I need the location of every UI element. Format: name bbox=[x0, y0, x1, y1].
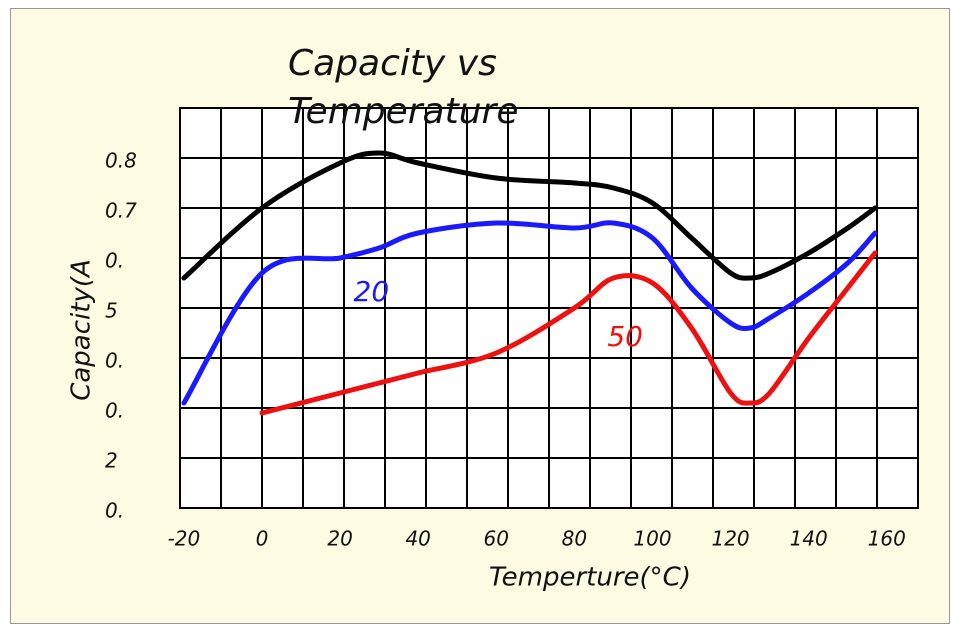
y-tick-label: 0.8 bbox=[105, 149, 137, 173]
line-series bbox=[181, 220, 878, 406]
x-tick-label: 0 bbox=[256, 527, 269, 551]
y-tick-label: 0. bbox=[105, 349, 124, 373]
y-tick-label: 0. bbox=[105, 499, 124, 523]
y-tick-label: 0.7 bbox=[105, 199, 137, 223]
x-tick-label: 60 bbox=[484, 527, 509, 551]
x-tick-label: 140 bbox=[790, 527, 828, 551]
line-series bbox=[259, 250, 878, 416]
y-tick-label: 0. bbox=[105, 249, 124, 273]
y-tick-label: 0. bbox=[105, 399, 124, 423]
y-tick-label: 5 bbox=[105, 299, 118, 323]
y-axis-label: Capacity(A bbox=[67, 259, 97, 401]
x-axis-label: Temperture(°C) bbox=[489, 563, 691, 593]
annotation: 50 bbox=[607, 320, 643, 353]
annotation: 20 bbox=[354, 275, 390, 308]
x-tick-label: -20 bbox=[168, 527, 201, 551]
marks bbox=[181, 150, 878, 416]
chart-title: Capacity vs Temperature bbox=[288, 43, 519, 132]
x-tick-label: 160 bbox=[868, 527, 906, 551]
x-tick-label: 40 bbox=[405, 527, 430, 551]
x-tick-label: 100 bbox=[633, 527, 671, 551]
x-tick-label: 20 bbox=[327, 527, 352, 551]
y-tick-label: 2 bbox=[105, 449, 118, 473]
line-series bbox=[181, 150, 878, 281]
x-tick-label: 120 bbox=[711, 527, 749, 551]
x-tick-label: 80 bbox=[562, 527, 587, 551]
